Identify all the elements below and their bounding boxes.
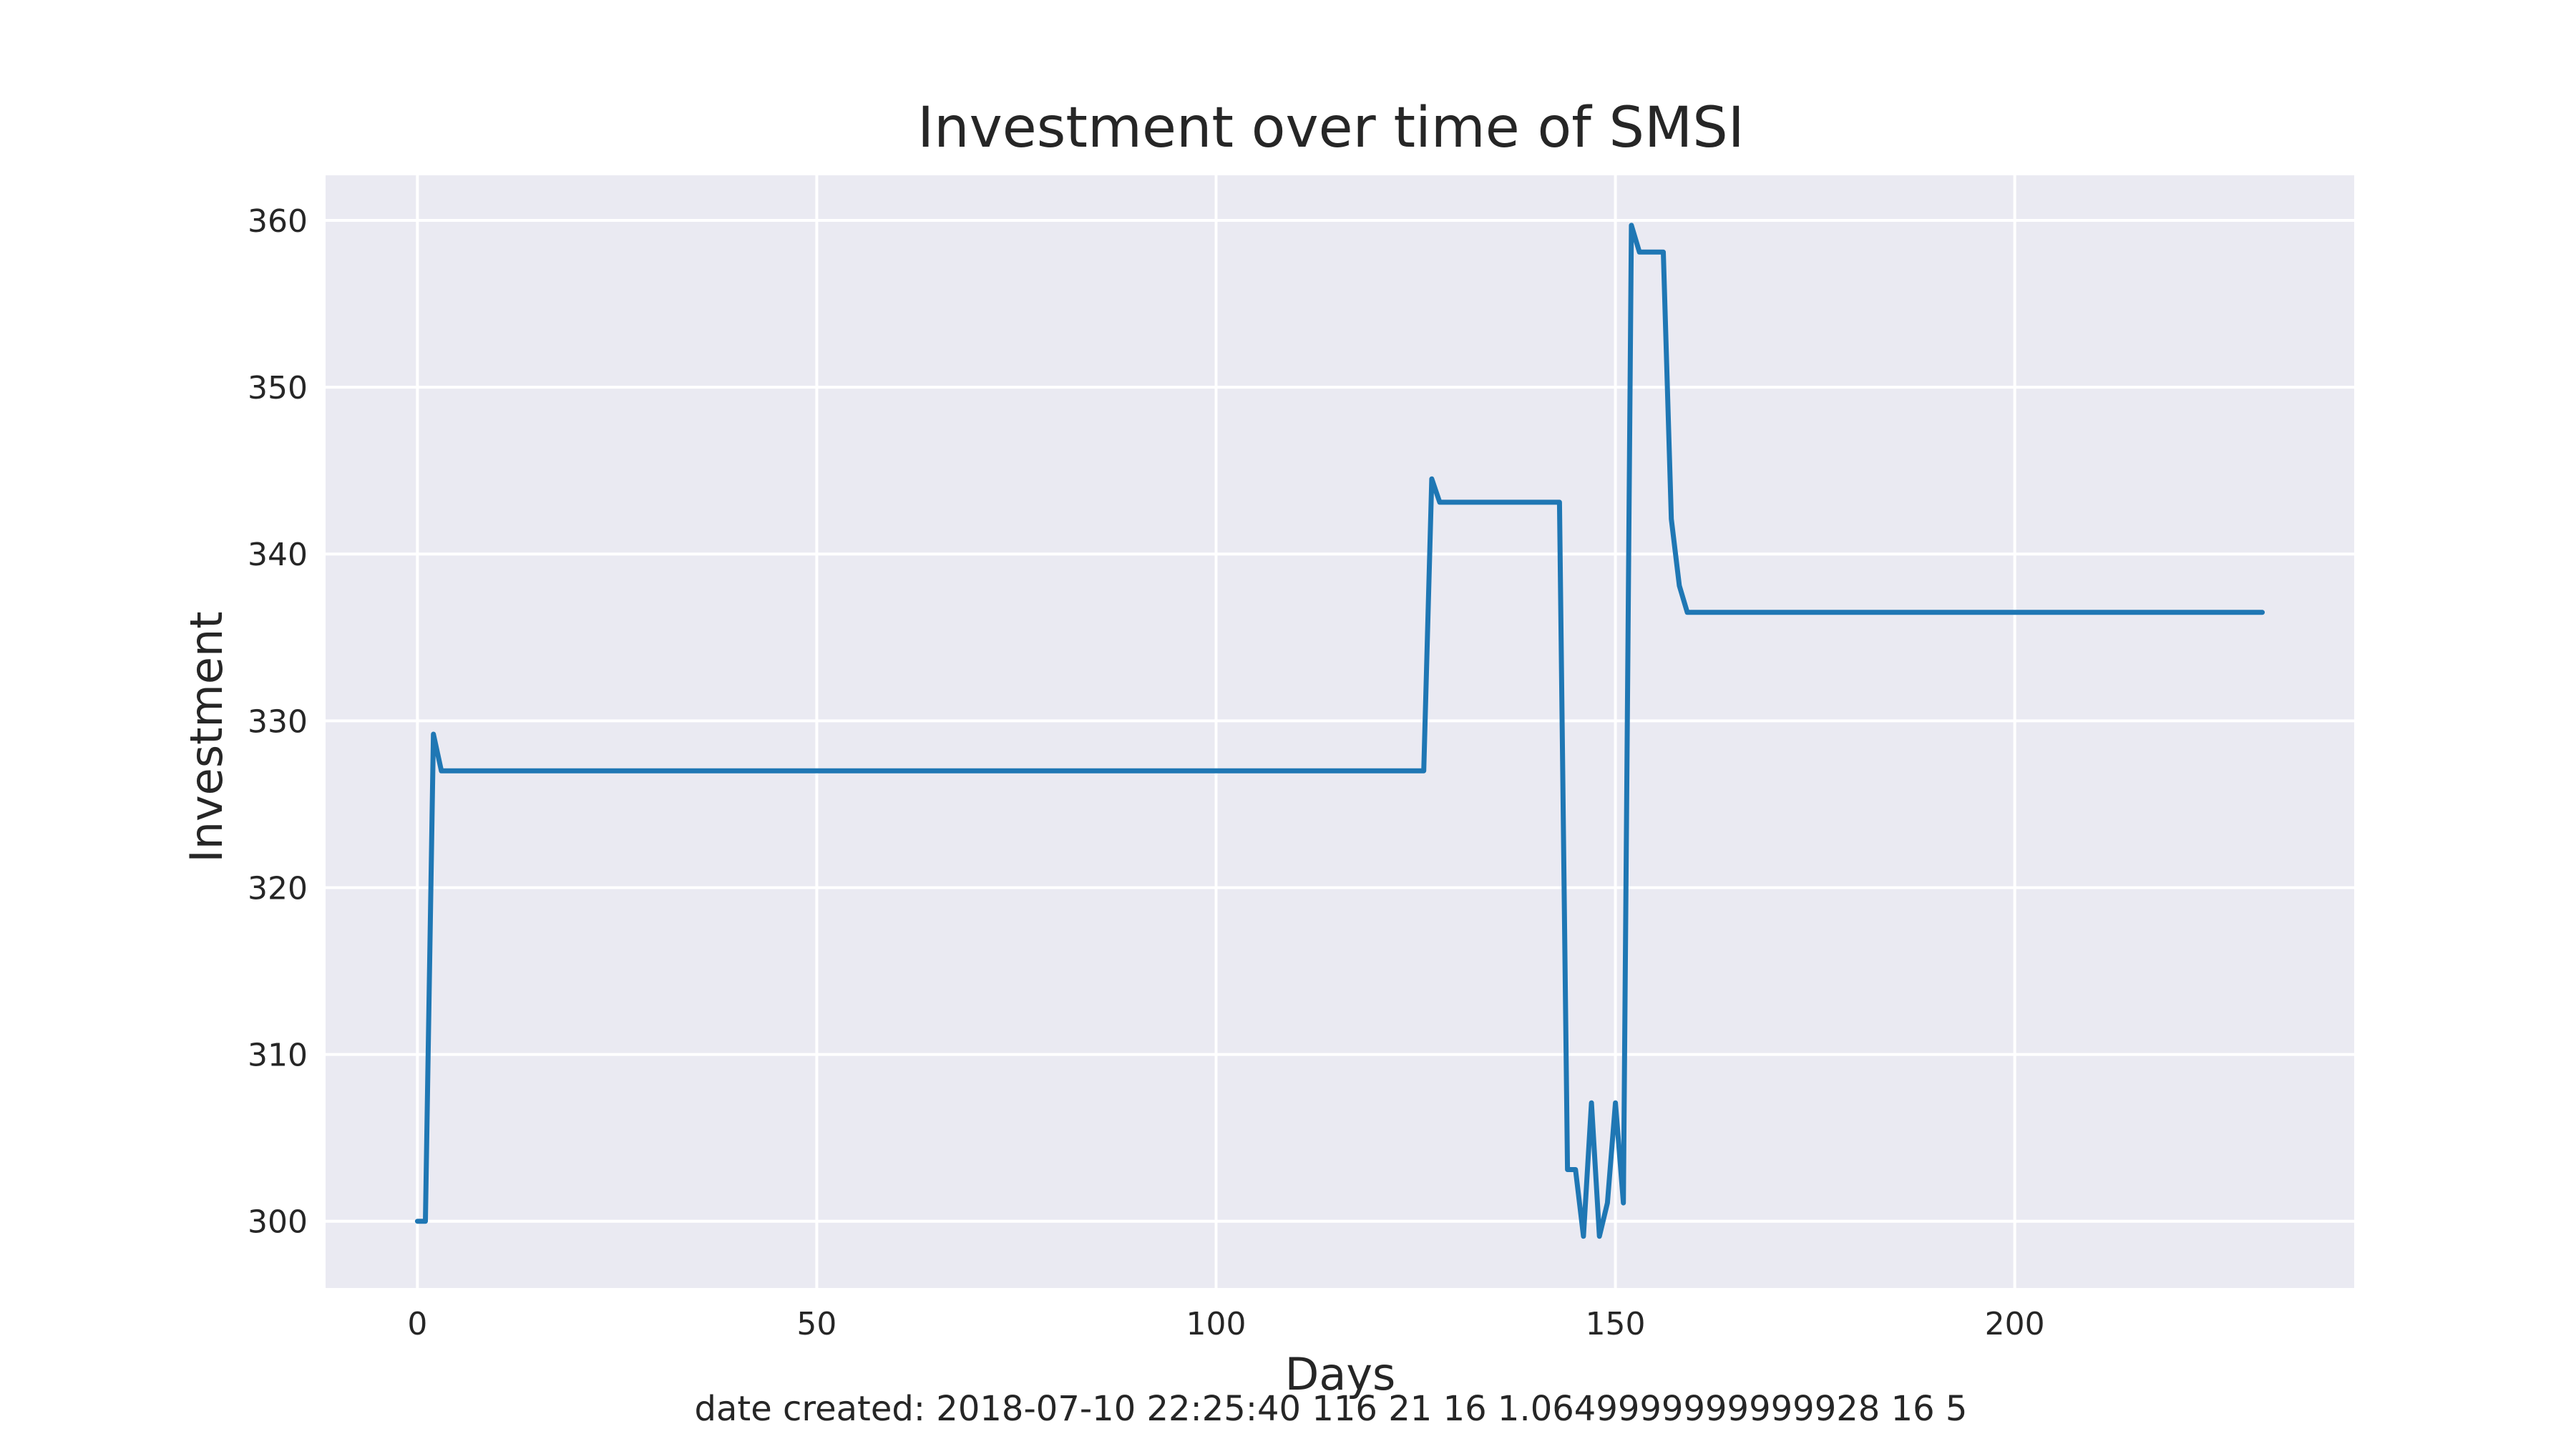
y-tick-label: 330	[248, 703, 308, 740]
y-tick-label: 350	[248, 370, 308, 406]
x-tick-label: 100	[1186, 1306, 1246, 1342]
grid	[326, 175, 2354, 1288]
plot-area	[326, 175, 2354, 1288]
chart-title: Investment over time of SMSI	[917, 96, 1745, 160]
x-tick-label: 0	[407, 1306, 427, 1342]
y-tick-label: 300	[248, 1204, 308, 1241]
x-axis-label: Days	[1285, 1348, 1396, 1400]
y-tick-label: 320	[248, 870, 308, 907]
y-tick-label: 340	[248, 537, 308, 573]
x-tick-labels: 0 50 100 150 200	[407, 1306, 2044, 1342]
date-created-caption: date created: 2018-07-10 22:25:40 116 21…	[695, 1389, 1968, 1429]
y-tick-label: 360	[248, 203, 308, 240]
investment-series-line	[414, 223, 2265, 1239]
y-tick-label: 310	[248, 1038, 308, 1074]
series-layer	[414, 223, 2265, 1239]
y-tick-labels: 300 310 320 330 340 350 360	[248, 203, 308, 1241]
x-tick-label: 50	[796, 1306, 836, 1342]
y-axis-label: Investment	[180, 611, 233, 862]
x-tick-label: 200	[1985, 1306, 2045, 1342]
x-tick-label: 150	[1586, 1306, 1646, 1342]
